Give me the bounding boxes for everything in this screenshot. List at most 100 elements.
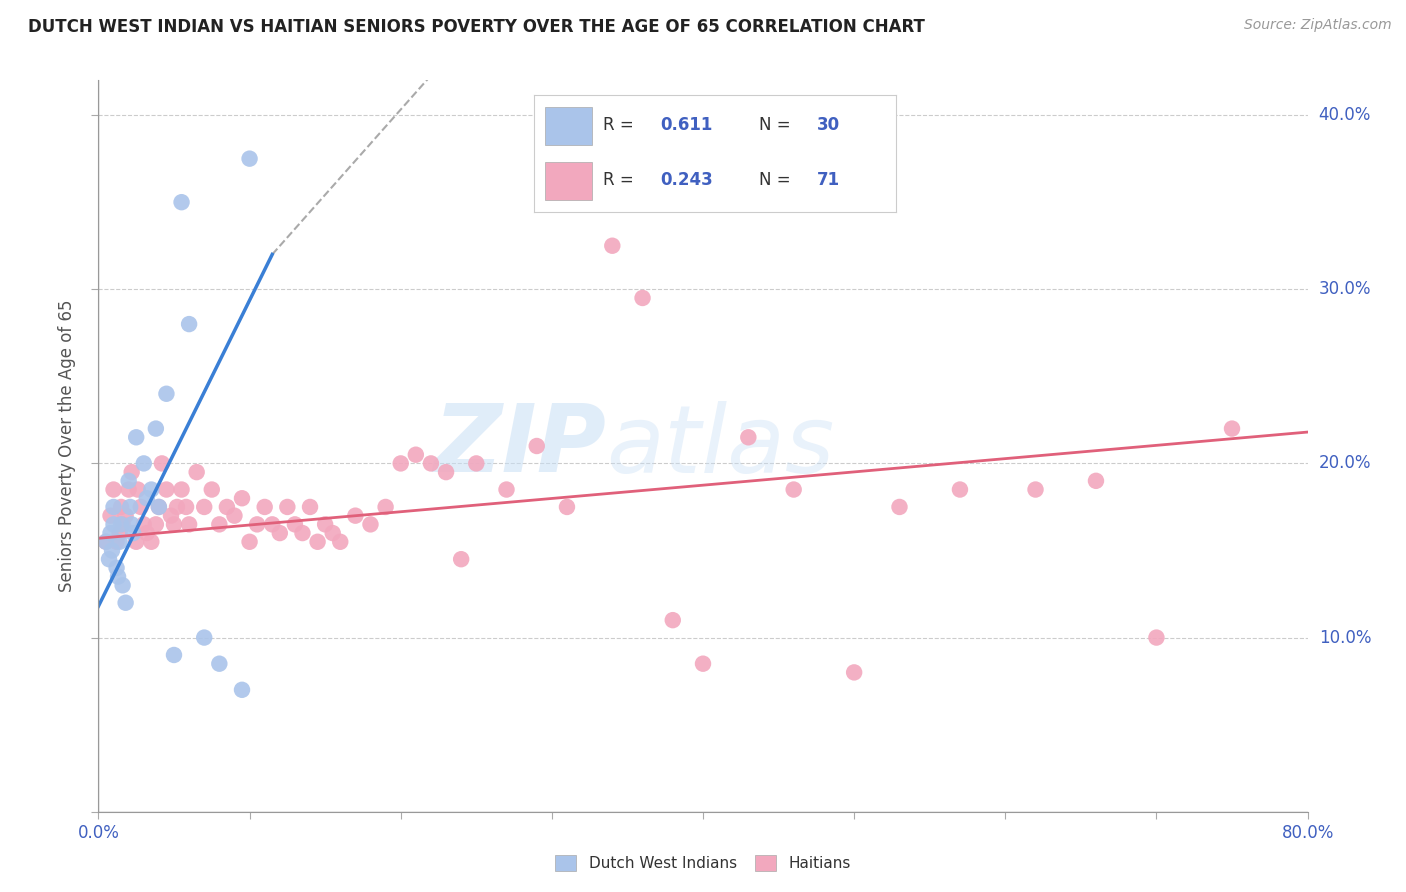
Point (374, 500, 396, 514)
Point (170, 195, 193, 210)
Point (201, 483, 224, 497)
Point (174, 500, 197, 514)
Point (114, 508, 136, 523)
Point (844, 665, 866, 680)
Point (103, 483, 125, 497)
Point (322, 526, 344, 541)
Text: 40.0%: 40.0% (1319, 106, 1371, 124)
Point (98, 552, 121, 566)
Point (186, 465, 208, 479)
Point (125, 430, 148, 444)
Point (105, 561, 128, 575)
Point (224, 508, 246, 523)
Legend: Dutch West Indians, Haitians: Dutch West Indians, Haitians (548, 849, 858, 877)
Point (170, 483, 193, 497)
Point (132, 517, 155, 532)
Point (163, 517, 186, 532)
Point (100, 508, 122, 523)
Point (160, 508, 183, 523)
Point (215, 500, 238, 514)
Point (108, 534, 131, 549)
Point (329, 534, 352, 549)
Point (118, 483, 141, 497)
Point (276, 500, 298, 514)
Point (145, 421, 167, 435)
Point (118, 474, 141, 488)
Point (344, 508, 367, 523)
Point (107, 569, 129, 583)
Point (239, 152, 262, 166)
Point (122, 526, 145, 541)
Point (135, 491, 157, 506)
Point (661, 613, 683, 627)
Point (434, 465, 457, 479)
Point (692, 657, 714, 671)
Point (782, 483, 804, 497)
Point (163, 648, 186, 662)
Point (262, 517, 284, 532)
Text: ZIP: ZIP (433, 400, 606, 492)
Point (307, 534, 329, 549)
Point (110, 500, 132, 514)
Point (602, 238, 624, 252)
Point (121, 465, 143, 479)
Text: 20.0%: 20.0% (1319, 454, 1371, 473)
Point (193, 631, 215, 645)
Point (208, 517, 231, 532)
Point (148, 500, 170, 514)
Point (291, 526, 314, 541)
Point (108, 526, 131, 541)
Point (155, 386, 177, 401)
Point (239, 534, 262, 549)
Point (526, 439, 548, 453)
Point (419, 457, 441, 471)
Text: DUTCH WEST INDIAN VS HAITIAN SENIORS POVERTY OVER THE AGE OF 65 CORRELATION CHAR: DUTCH WEST INDIAN VS HAITIAN SENIORS POV… (28, 18, 925, 36)
Point (150, 457, 173, 471)
Point (132, 457, 155, 471)
Point (103, 500, 125, 514)
Point (94, 534, 117, 549)
Point (111, 578, 134, 592)
Point (125, 534, 148, 549)
Text: atlas: atlas (606, 401, 835, 491)
Point (135, 526, 157, 541)
Point (389, 457, 412, 471)
Point (141, 534, 163, 549)
Point (114, 596, 136, 610)
Point (360, 517, 382, 532)
Point (105, 534, 128, 549)
Point (100, 526, 122, 541)
Point (495, 483, 517, 497)
Point (253, 500, 276, 514)
Point (111, 517, 134, 532)
Point (127, 483, 149, 497)
Point (129, 500, 152, 514)
Point (737, 430, 759, 444)
Point (465, 457, 488, 471)
Text: 30.0%: 30.0% (1319, 280, 1371, 298)
Point (208, 657, 231, 671)
Point (631, 291, 654, 305)
Point (299, 500, 322, 514)
Text: 10.0%: 10.0% (1319, 629, 1371, 647)
Point (148, 500, 170, 514)
Point (405, 448, 427, 462)
Point (145, 517, 167, 532)
Point (1024, 483, 1046, 497)
Point (177, 317, 201, 331)
Point (155, 483, 177, 497)
Point (246, 517, 269, 532)
Point (949, 483, 972, 497)
Point (314, 517, 336, 532)
Point (231, 682, 253, 697)
Point (193, 500, 215, 514)
Text: Source: ZipAtlas.com: Source: ZipAtlas.com (1244, 18, 1392, 32)
Point (1220, 421, 1243, 435)
Point (94, 534, 117, 549)
Point (555, 500, 578, 514)
Point (166, 500, 188, 514)
Point (284, 517, 307, 532)
Point (1144, 631, 1167, 645)
Point (177, 517, 201, 532)
Point (269, 526, 291, 541)
